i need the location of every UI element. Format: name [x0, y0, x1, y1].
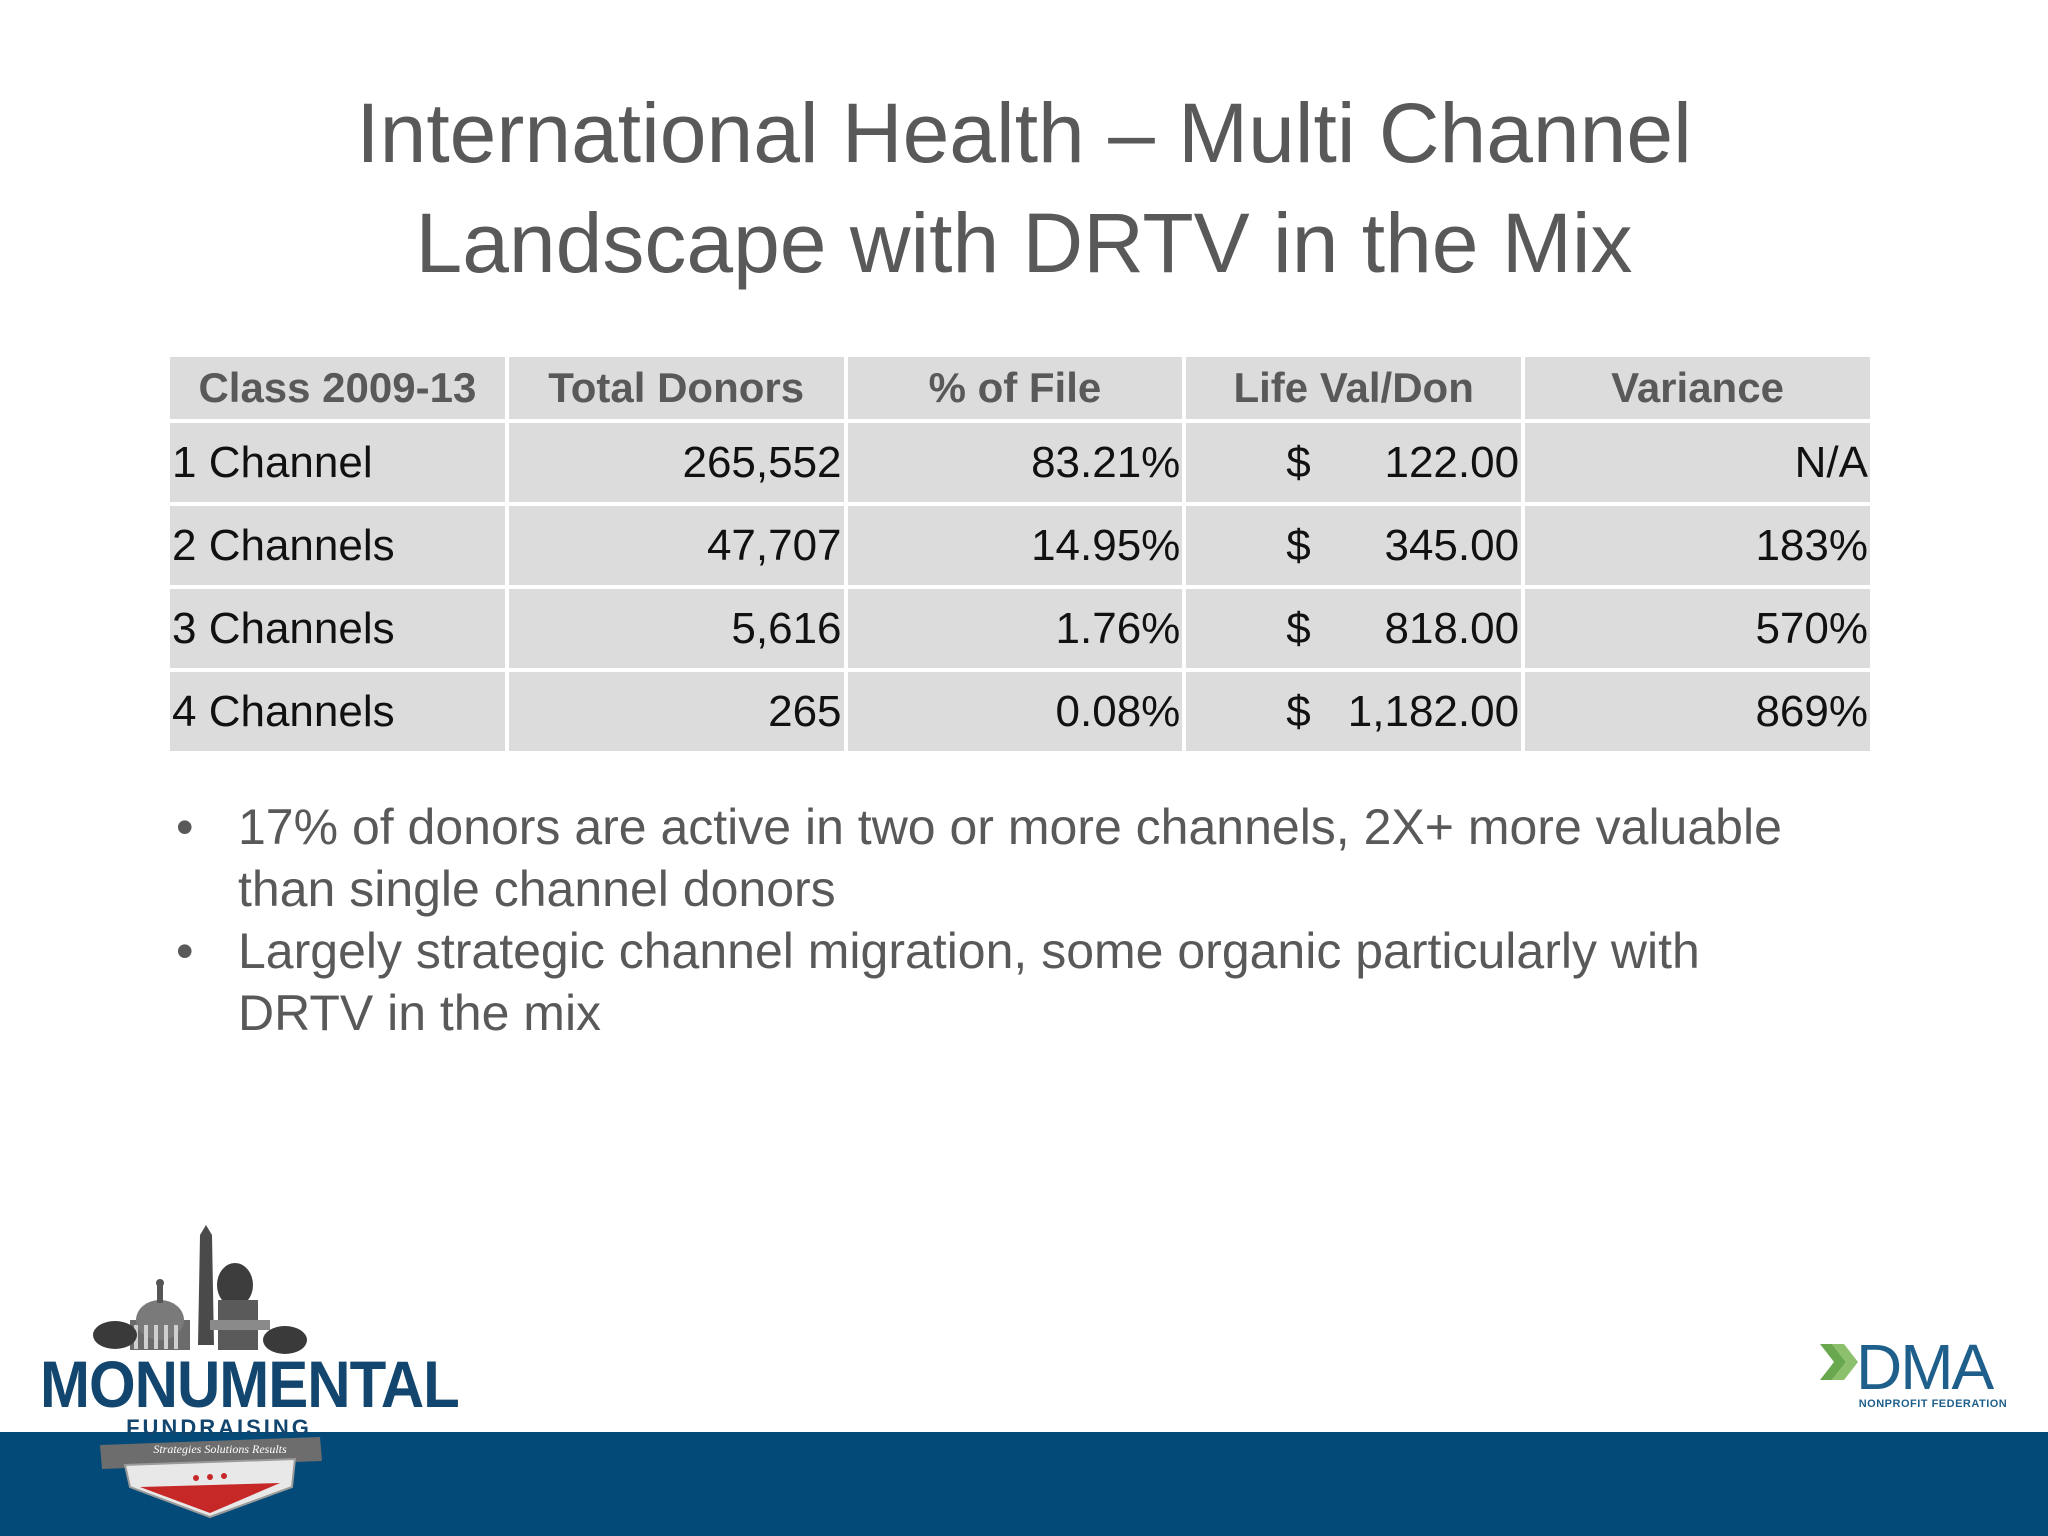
dma-subtitle: NONPROFIT FEDERATION: [1858, 1398, 2008, 1410]
header-class: Class 2009-13: [170, 357, 505, 419]
cell-life-val: $122.00: [1186, 423, 1522, 502]
cell-variance: 570%: [1525, 589, 1870, 668]
cell-variance: 183%: [1525, 506, 1870, 585]
table-row: 1 Channel 265,552 83.21% $122.00 N/A: [170, 423, 1870, 502]
cell-channel: 2 Channels: [170, 506, 505, 585]
bullet-item: • Largely strategic channel migration, s…: [176, 920, 1796, 1044]
life-val-amount: 122.00: [1384, 437, 1520, 487]
bullet-text: Largely strategic channel migration, som…: [238, 923, 1700, 1041]
bullet-marker: •: [176, 923, 194, 979]
header-variance: Variance: [1525, 357, 1870, 419]
life-val-amount: 345.00: [1384, 520, 1520, 570]
footer-band: [0, 1432, 2048, 1536]
cell-channel: 3 Channels: [170, 589, 505, 668]
currency-symbol: $: [1286, 520, 1311, 570]
logo-tagline: Strategies Solutions Results: [153, 1442, 287, 1456]
cell-total-donors: 47,707: [508, 506, 844, 585]
slide-title: International Health – Multi Channel Lan…: [0, 78, 2048, 298]
currency-symbol: $: [1286, 603, 1311, 653]
life-val-amount: 818.00: [1384, 603, 1520, 653]
cell-life-val: $818.00: [1186, 589, 1522, 668]
logo-wordmark: MONUMENTAL: [40, 1347, 460, 1422]
dma-wordmark: DMA: [1856, 1331, 1994, 1403]
cell-life-val: $1,182.00: [1186, 672, 1522, 751]
cell-life-val: $345.00: [1186, 506, 1522, 585]
cell-pct-file: 0.08%: [847, 672, 1183, 751]
cell-channel: 4 Channels: [170, 672, 505, 751]
dma-logo: DMA NONPROFIT FEDERATION: [1818, 1331, 2018, 1418]
table-row: 2 Channels 47,707 14.95% $345.00 183%: [170, 506, 1870, 585]
cell-variance: N/A: [1525, 423, 1870, 502]
cell-pct-file: 1.76%: [847, 589, 1183, 668]
bullet-text: 17% of donors are active in two or more …: [238, 799, 1782, 917]
bullet-list: • 17% of donors are active in two or mor…: [176, 796, 1796, 1044]
table-row: 3 Channels 5,616 1.76% $818.00 570%: [170, 589, 1870, 668]
cell-pct-file: 14.95%: [847, 506, 1183, 585]
cell-total-donors: 5,616: [508, 589, 844, 668]
chevron-right-icon: [1820, 1344, 1858, 1380]
cell-variance: 869%: [1525, 672, 1870, 751]
cell-total-donors: 265: [508, 672, 844, 751]
table-header-row: Class 2009-13 Total Donors % of File Lif…: [170, 357, 1870, 419]
table-row: 4 Channels 265 0.08% $1,182.00 869%: [170, 672, 1870, 751]
currency-symbol: $: [1286, 686, 1311, 736]
monumental-fundraising-logo: MONUMENTAL FUNDRAISING Strategies Soluti…: [30, 1225, 460, 1525]
cell-pct-file: 83.21%: [847, 423, 1183, 502]
header-life-val: Life Val/Don: [1186, 357, 1522, 419]
monument-illustration-icon: [93, 1225, 322, 1519]
bullet-item: • 17% of donors are active in two or mor…: [176, 796, 1796, 920]
life-val-amount: 1,182.00: [1347, 686, 1520, 736]
slide-title-line-1: International Health – Multi Channel: [356, 86, 1692, 180]
cell-channel: 1 Channel: [170, 423, 505, 502]
header-total-donors: Total Donors: [508, 357, 844, 419]
bullet-marker: •: [176, 799, 194, 855]
currency-symbol: $: [1286, 437, 1311, 487]
logo-subtitle: FUNDRAISING: [126, 1415, 312, 1440]
channel-table: Class 2009-13 Total Donors % of File Lif…: [166, 353, 1874, 755]
cell-total-donors: 265,552: [508, 423, 844, 502]
header-pct-file: % of File: [847, 357, 1183, 419]
slide-title-line-2: Landscape with DRTV in the Mix: [415, 196, 1633, 290]
